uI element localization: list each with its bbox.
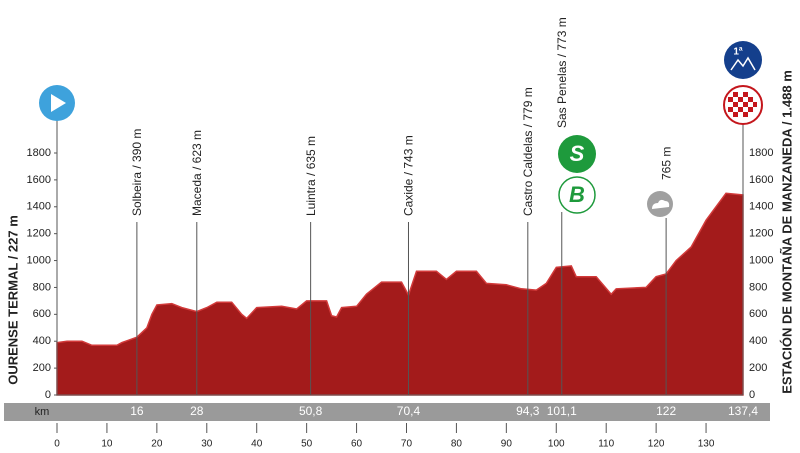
waypoint-label: Sas Penelas / 773 m [555, 17, 569, 128]
climb-icon [647, 191, 673, 217]
x-tick-label: 130 [698, 439, 715, 450]
elevation-area [56, 192, 744, 396]
y-tick-label: 0 [45, 389, 51, 401]
x-tick-label: 120 [648, 439, 665, 450]
km-title: km [35, 406, 50, 418]
y-tick-label: 600 [33, 308, 51, 320]
x-tick-label: 70 [401, 439, 413, 450]
waypoint-label: Caxide / 743 m [402, 135, 416, 216]
y-tick-label: 1600 [27, 174, 51, 186]
y-tick-label: 200 [33, 362, 51, 374]
waypoint-label: 765 m [659, 147, 673, 180]
y-tick-label-right: 0 [749, 389, 755, 401]
km-label: 137,4 [728, 404, 758, 418]
svg-text:S: S [570, 141, 585, 166]
start-label: OURENSE TERMAL / 227 m [5, 215, 20, 385]
start-icon [39, 85, 75, 395]
x-tick-label: 80 [451, 439, 463, 450]
waypoint-label: Luintra / 635 m [304, 136, 318, 216]
y-tick-label: 400 [33, 335, 51, 347]
x-tick-label: 0 [54, 439, 60, 450]
y-tick-label-right: 1000 [749, 254, 773, 266]
y-tick-label-right: 1400 [749, 201, 773, 213]
y-tick-label: 1800 [27, 147, 51, 159]
y-tick-label-right: 800 [749, 281, 767, 293]
km-label: 94,3 [516, 404, 540, 418]
km-label: 70,4 [397, 404, 421, 418]
finish-icons: 1ª [723, 41, 763, 395]
x-tick-label: 100 [548, 439, 565, 450]
km-label: 101,1 [547, 404, 577, 418]
waypoint-label: Castro Caldelas / 779 m [521, 87, 535, 216]
y-tick-label-right: 600 [749, 308, 767, 320]
y-tick-label-right: 1800 [749, 147, 773, 159]
x-tick-label: 110 [598, 439, 614, 450]
waypoint-label: Solbeira / 390 m [130, 129, 144, 216]
x-tick-label: 40 [251, 439, 263, 450]
x-tick-label: 90 [501, 439, 513, 450]
y-tick-label: 1000 [27, 254, 51, 266]
y-tick-label: 1400 [27, 201, 51, 213]
x-tick-label: 60 [351, 439, 363, 450]
y-tick-label: 1200 [27, 228, 51, 240]
km-label: 16 [130, 404, 144, 418]
x-tick-label: 10 [101, 439, 113, 450]
y-tick-label-right: 200 [749, 362, 767, 374]
km-bar [4, 403, 770, 421]
y-tick-label-right: 1200 [749, 228, 773, 240]
svg-text:1ª: 1ª [733, 47, 743, 58]
km-label: 50,8 [299, 404, 323, 418]
y-tick-label-right: 400 [749, 335, 767, 347]
svg-text:B: B [569, 182, 585, 207]
km-label: 122 [656, 404, 676, 418]
y-tick-label-right: 1600 [749, 174, 773, 186]
x-tick-label: 50 [301, 439, 313, 450]
km-label: 28 [190, 404, 204, 418]
x-tick-label: 30 [201, 439, 213, 450]
y-tick-label: 800 [33, 281, 51, 293]
x-tick-label: 20 [151, 439, 163, 450]
waypoint-label: Maceda / 623 m [190, 130, 204, 216]
finish-label: ESTACIÓN DE MONTAÑA DE MANZANEDA / 1.488… [779, 70, 794, 394]
sprint-icons: S B [558, 135, 596, 214]
